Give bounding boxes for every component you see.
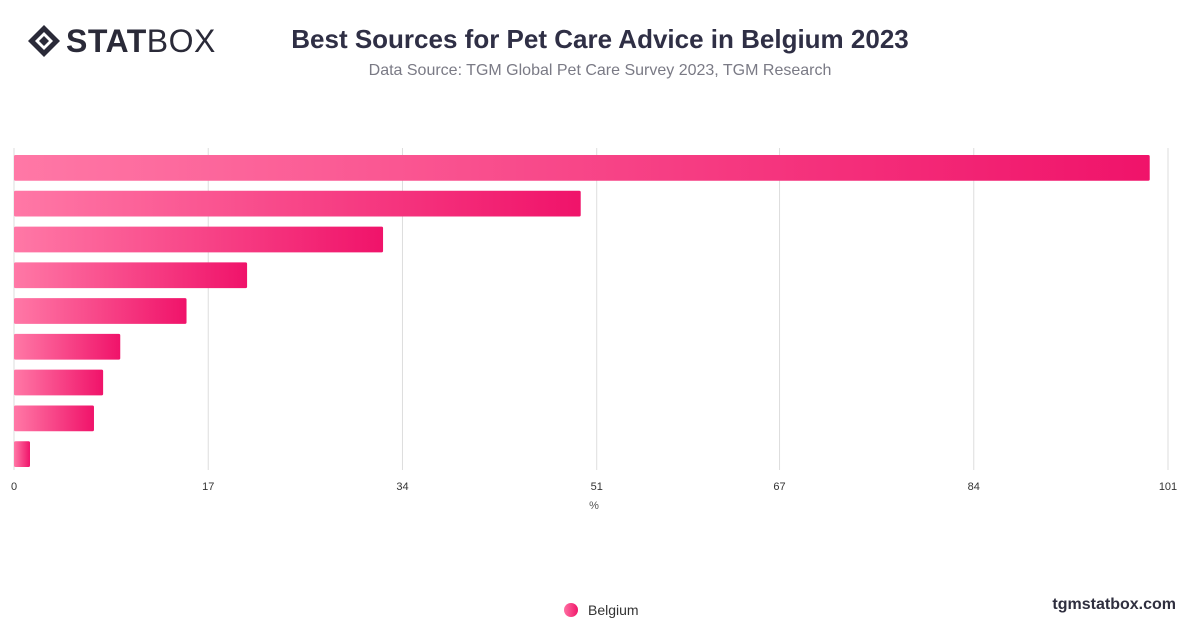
bar[interactable] [14,226,384,253]
legend[interactable]: Belgium [564,602,639,618]
site-url: tgmstatbox.com [1052,596,1176,613]
legend-label: Belgium [588,602,639,618]
x-tick-label: 84 [968,481,980,493]
logo-wordmark: STATBOX [66,23,216,59]
bars [14,155,1150,467]
logo-wordmark-light: BOX [146,23,216,59]
x-tick-label: 67 [773,481,785,493]
x-tick-label: 0 [11,481,17,493]
chart-subtitle: Data Source: TGM Global Pet Care Survey … [368,62,832,79]
x-tick-label: 101 [1159,481,1177,493]
bar[interactable] [14,333,121,360]
bar[interactable] [14,298,187,324]
x-tick-label: 34 [396,481,408,493]
statbox-logo-icon [28,25,60,57]
bar[interactable] [14,369,104,396]
x-axis-ticks: 0 17 34 51 67 84 101 [11,481,1177,493]
x-tick-label: 51 [591,481,603,493]
bar[interactable] [14,262,248,289]
statbox-logo: STATBOX [26,22,216,60]
x-axis-label: % [589,500,599,512]
legend-marker [564,603,578,617]
bar[interactable] [14,190,581,217]
bar[interactable] [14,155,1150,181]
bar-chart: 0 17 34 51 67 84 101 % [11,148,1177,512]
bar[interactable] [14,441,30,467]
logo-wordmark-bold: STAT [66,23,147,59]
x-tick-label: 17 [202,481,214,493]
chart-title: Best Sources for Pet Care Advice in Belg… [291,24,909,54]
bar[interactable] [14,405,94,432]
